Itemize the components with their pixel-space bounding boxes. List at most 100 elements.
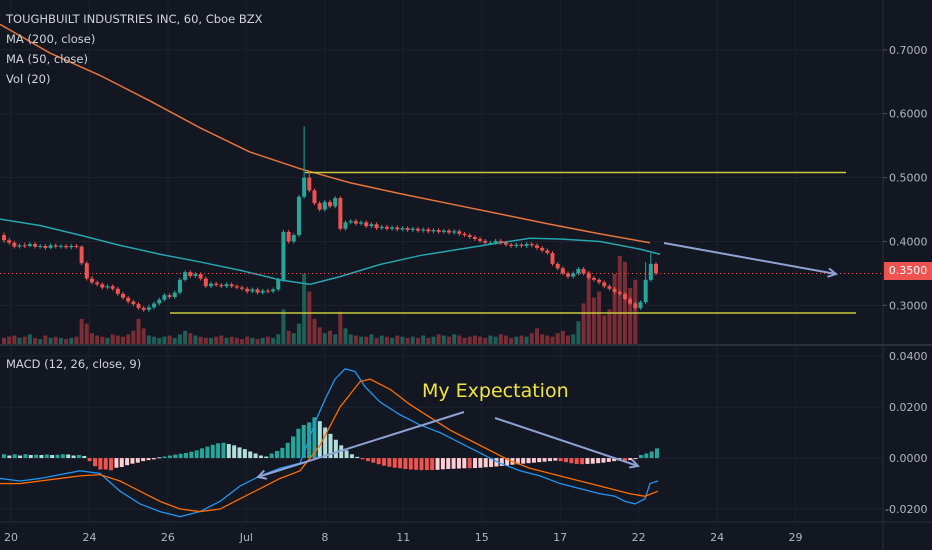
macd-histogram-bar [574,458,579,464]
volume-bar [302,273,307,345]
horizontal-levels[interactable] [0,171,883,314]
macd-histogram-bar [157,457,162,459]
macd-histogram-bar [312,417,317,459]
candle-down [43,245,48,248]
candle-up [322,201,327,210]
candle-down [167,295,172,298]
grid [0,0,883,521]
volume-bar [296,323,301,345]
candle-down [265,290,270,292]
volume-bar [493,336,498,345]
volume-bar [64,339,69,345]
volume-bar [27,334,32,345]
volume-bar [410,336,415,345]
volume-bar [48,337,53,345]
candle-down [612,288,617,292]
volume-bar [462,337,467,345]
macd-histogram-bar [301,424,306,459]
macd-histogram-bar [349,454,354,459]
macd-histogram-bar [114,458,119,468]
macd-histogram-bar [205,446,210,459]
candle-up [648,263,653,280]
macd-histogram-bar [633,458,638,460]
candle-down [188,272,193,276]
candle-down [534,245,539,248]
volume-bar [157,337,162,345]
candle-down [79,246,84,264]
candle-down [467,235,472,238]
candle-up [390,227,395,229]
time-axis-label: 20 [4,531,18,544]
macd-histogram-bar [173,454,178,459]
arrow-head [256,469,268,480]
volume-bar [53,336,58,345]
volume-bar [43,335,48,345]
macd-axis-label: 0.0000 [889,452,928,465]
trend-arrows[interactable] [256,242,839,480]
macd-histogram-bar [537,458,542,463]
candle-down [240,287,245,289]
candle-up [488,242,493,244]
candle-down [110,286,115,289]
price-axis-label: 0.5000 [889,172,928,185]
macd-histogram-bar [141,458,146,462]
candle-up [152,303,157,308]
candle-down [462,233,467,236]
volume-bars [2,255,638,345]
symbol-title[interactable]: TOUGHBUILT INDUSTRIES INC, 60, Cboe BZX [6,12,263,26]
macd-histogram-bar [125,458,130,466]
volume-bar [312,318,317,345]
candle-up [302,177,307,197]
volume-bar [2,337,6,345]
macd-histogram-bar [291,436,296,459]
price-axis-label: 0.3000 [889,299,928,312]
ma50-legend[interactable]: MA (50, close) [6,52,88,66]
candle-down [498,240,503,243]
volume-bar [203,337,208,345]
volume-bar [95,335,100,345]
candle-down [555,263,560,269]
volume-legend[interactable]: Vol (20) [6,72,51,86]
macd-histogram-bar [119,458,124,467]
volume-bar [447,336,452,345]
candle-up [441,230,446,232]
candle-down [560,268,565,274]
ma200-legend[interactable]: MA (200, close) [6,32,96,46]
macd-histogram-bar [414,458,419,470]
macd-histogram-bar [274,450,279,459]
candle-down [581,268,586,274]
candle-down [519,244,524,246]
volume-bar [152,336,157,345]
candle-up [58,245,63,247]
macd-histogram-bar [237,447,242,459]
candle-down [328,201,332,207]
time-axis-label: 17 [553,531,567,544]
volume-bar [550,336,555,345]
candle-up [524,244,529,246]
macd-legend[interactable]: MACD (12, 26, close, 9) [6,357,142,371]
candle-down [622,293,627,299]
volume-bar [245,336,250,345]
candle-down [89,278,94,283]
price-axis-label: 0.4000 [889,236,928,249]
macd-histogram-bar [130,458,135,464]
macd-histogram-bar [649,451,654,459]
annotation-text[interactable]: My Expectation [422,380,569,402]
candle-down [141,307,146,310]
candle-down [12,242,17,247]
macd-histogram-bar [323,427,328,459]
volume-bar [291,333,296,345]
candle-down [2,235,6,241]
candle-down [550,253,555,264]
volume-bar [131,330,136,345]
candle-down [307,177,312,191]
candle-down [447,230,452,233]
candle-down [415,228,420,231]
macd-histogram-bar [526,458,531,464]
volume-bar [566,335,571,345]
volume-bar [498,334,503,345]
macd-histogram-bar [216,443,221,459]
volume-bar [452,334,457,345]
macd-histogram-bar [269,453,274,459]
